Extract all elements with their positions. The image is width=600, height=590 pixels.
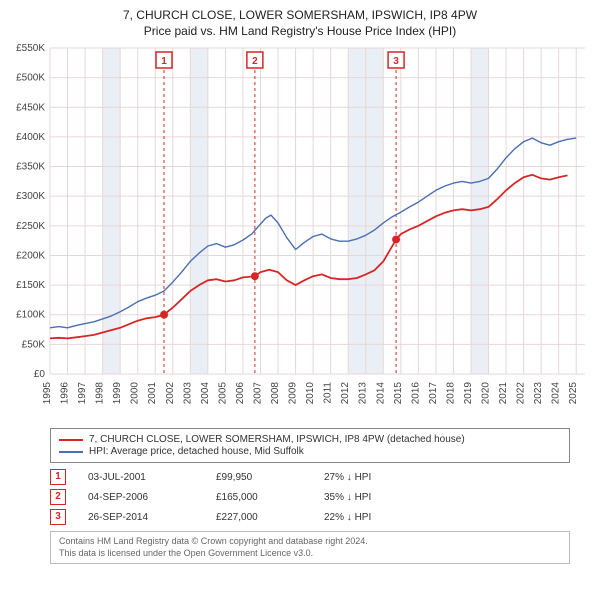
sales-row: 2 04-SEP-2006 £165,000 35% ↓ HPI <box>50 487 570 507</box>
x-tick-label: 2008 <box>270 382 281 405</box>
x-tick-label: 2019 <box>463 382 474 405</box>
y-tick-label: £150K <box>16 280 45 291</box>
sales-row-price: £227,000 <box>216 512 316 523</box>
y-tick-label: £200K <box>16 250 45 261</box>
x-tick-label: 1996 <box>60 382 71 405</box>
x-tick-label: 2025 <box>568 382 579 405</box>
sale-marker-number: 2 <box>252 56 258 67</box>
footer-line1: Contains HM Land Registry data © Crown c… <box>59 536 561 548</box>
sales-row-delta: 22% ↓ HPI <box>324 512 424 523</box>
y-tick-label: £0 <box>34 369 46 380</box>
x-tick-label: 2001 <box>147 382 158 405</box>
x-tick-label: 2005 <box>217 382 228 405</box>
legend-swatch <box>59 451 83 453</box>
legend: 7, CHURCH CLOSE, LOWER SOMERSHAM, IPSWIC… <box>50 428 570 463</box>
x-tick-label: 1997 <box>77 382 88 405</box>
y-tick-label: £100K <box>16 310 45 321</box>
x-tick-label: 2017 <box>428 382 439 405</box>
x-tick-label: 2012 <box>340 382 351 405</box>
x-tick-label: 1995 <box>42 382 53 405</box>
sale-dot <box>160 311 168 319</box>
x-tick-label: 2009 <box>288 382 299 405</box>
x-tick-label: 2002 <box>165 382 176 405</box>
sales-row: 1 03-JUL-2001 £99,950 27% ↓ HPI <box>50 467 570 487</box>
x-tick-label: 2000 <box>130 382 141 405</box>
sales-row-delta: 27% ↓ HPI <box>324 472 424 483</box>
x-tick-label: 2003 <box>182 382 193 405</box>
y-tick-label: £550K <box>16 43 45 54</box>
x-tick-label: 2016 <box>410 382 421 405</box>
x-tick-label: 2006 <box>235 382 246 405</box>
chart-title-line2: Price paid vs. HM Land Registry's House … <box>12 24 588 38</box>
x-tick-label: 2022 <box>516 382 527 405</box>
y-tick-label: £250K <box>16 221 45 232</box>
x-tick-label: 2011 <box>323 382 334 404</box>
sales-row-badge: 2 <box>50 489 66 505</box>
footer-line2: This data is licensed under the Open Gov… <box>59 548 561 560</box>
bg-band <box>190 48 208 374</box>
bg-band <box>471 48 489 374</box>
chart-title-block: 7, CHURCH CLOSE, LOWER SOMERSHAM, IPSWIC… <box>0 0 600 42</box>
sales-row-delta: 35% ↓ HPI <box>324 492 424 503</box>
footer-note: Contains HM Land Registry data © Crown c… <box>50 531 570 564</box>
sale-dot <box>251 272 259 280</box>
x-tick-label: 2018 <box>445 382 456 405</box>
sale-marker-number: 1 <box>161 56 167 67</box>
x-tick-label: 1999 <box>112 382 123 405</box>
sales-row-date: 04-SEP-2006 <box>88 492 208 503</box>
sales-row: 3 26-SEP-2014 £227,000 22% ↓ HPI <box>50 507 570 527</box>
chart-svg: £0 £50K £100K £150K £200K £250K £300K £350K £400… <box>0 42 600 422</box>
bg-band <box>103 48 121 374</box>
y-tick-label: £450K <box>16 102 45 113</box>
x-tick-label: 2023 <box>533 382 544 405</box>
legend-swatch <box>59 439 83 441</box>
x-tick-label: 2013 <box>358 382 369 405</box>
sales-row-badge: 3 <box>50 509 66 525</box>
legend-label: 7, CHURCH CLOSE, LOWER SOMERSHAM, IPSWIC… <box>89 434 465 445</box>
x-tick-label: 2010 <box>305 382 316 405</box>
sale-marker-number: 3 <box>393 56 399 67</box>
chart-title-line1: 7, CHURCH CLOSE, LOWER SOMERSHAM, IPSWIC… <box>12 8 588 22</box>
sales-row-badge: 1 <box>50 469 66 485</box>
y-tick-label: £500K <box>16 73 45 84</box>
sales-row-price: £99,950 <box>216 472 316 483</box>
x-tick-label: 1998 <box>95 382 106 405</box>
x-tick-label: 2004 <box>200 382 211 405</box>
legend-label: HPI: Average price, detached house, Mid … <box>89 446 304 457</box>
y-tick-label: £300K <box>16 191 45 202</box>
x-tick-label: 2015 <box>393 382 404 405</box>
sales-row-date: 26-SEP-2014 <box>88 512 208 523</box>
y-tick-label: £400K <box>16 132 45 143</box>
y-tick-label: £50K <box>22 339 46 350</box>
series-property <box>50 175 568 339</box>
sales-row-date: 03-JUL-2001 <box>88 472 208 483</box>
x-tick-label: 2007 <box>252 382 263 405</box>
x-tick-label: 2014 <box>375 382 386 405</box>
sales-row-price: £165,000 <box>216 492 316 503</box>
y-tick-label: £350K <box>16 162 45 173</box>
legend-row: HPI: Average price, detached house, Mid … <box>59 446 561 457</box>
sales-table: 1 03-JUL-2001 £99,950 27% ↓ HPI 2 04-SEP-2006… <box>50 467 570 527</box>
chart-area: £0 £50K £100K £150K £200K £250K £300K £350K £400… <box>0 42 600 422</box>
x-tick-label: 2021 <box>498 382 509 405</box>
x-tick-label: 2020 <box>481 382 492 405</box>
sale-dot <box>392 235 400 243</box>
x-tick-label: 2024 <box>551 382 562 405</box>
legend-row: 7, CHURCH CLOSE, LOWER SOMERSHAM, IPSWIC… <box>59 434 561 445</box>
